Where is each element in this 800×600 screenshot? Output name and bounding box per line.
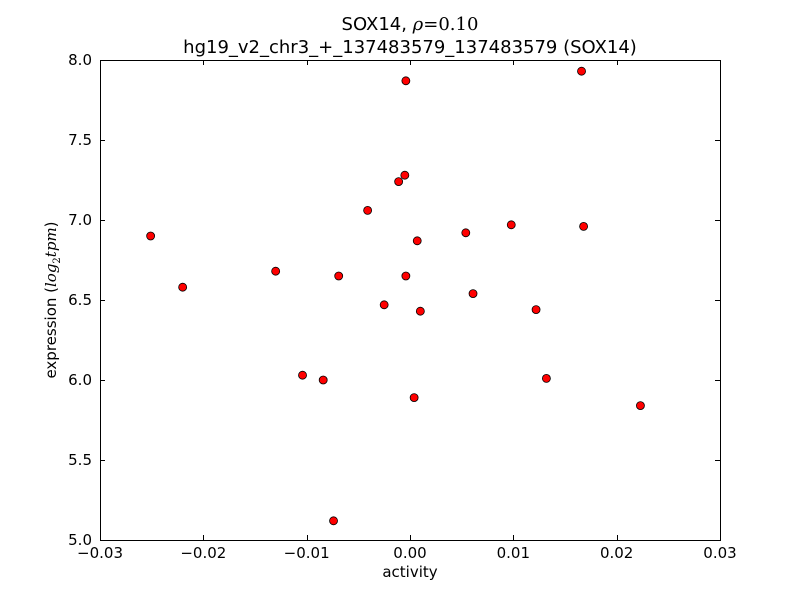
chart-title-rho-symbol: ρ xyxy=(412,14,424,35)
data-point-2 xyxy=(271,266,281,276)
x-tick-label: 0.00 xyxy=(393,544,426,562)
data-point-17 xyxy=(468,289,478,299)
x-tick-label: −0.03 xyxy=(77,544,123,562)
data-point-20 xyxy=(542,373,551,383)
data-point-14 xyxy=(412,236,422,246)
y-axis-label-text: expression ( xyxy=(42,287,60,379)
x-tick-label: 0.01 xyxy=(497,544,530,562)
data-point-12 xyxy=(401,271,411,281)
plot-background xyxy=(100,60,720,540)
data-point-23 xyxy=(636,401,645,411)
data-point-8 xyxy=(379,300,389,310)
y-tick-label: 7.0 xyxy=(68,211,92,229)
chart-title-rho-value: =0.10 xyxy=(423,14,478,35)
data-point-4 xyxy=(318,375,328,385)
y-tick-label: 7.5 xyxy=(68,131,92,149)
plot-frame xyxy=(100,60,721,541)
y-tick-label: 6.0 xyxy=(68,371,92,389)
x-tick-label: −0.02 xyxy=(180,544,226,562)
data-point-5 xyxy=(329,516,338,526)
x-axis-label: activity xyxy=(382,563,437,581)
y-axis-label-log: log xyxy=(42,264,60,287)
data-point-11 xyxy=(401,76,411,86)
y-tick-label: 5.0 xyxy=(68,531,92,549)
data-point-6 xyxy=(334,271,344,281)
y-axis-label-tpm: tpm xyxy=(42,227,60,257)
data-point-9 xyxy=(394,177,404,187)
x-tick-labels: −0.03 −0.02 −0.01 0.00 0.01 0.02 0.03 xyxy=(77,544,737,562)
y-tick-label: 8.0 xyxy=(68,51,92,69)
y-axis-label-close: ) xyxy=(42,221,60,227)
x-tick-label: −0.01 xyxy=(284,544,330,562)
y-tick-label: 5.5 xyxy=(68,451,92,469)
x-tick-label: 0.03 xyxy=(703,544,736,562)
y-axis-label: expression (log2tpm) xyxy=(42,221,63,378)
y-tick-labels: 5.0 5.5 6.0 6.5 7.0 7.5 8.0 xyxy=(68,51,92,549)
data-point-13 xyxy=(409,393,419,403)
data-point-21 xyxy=(577,66,586,76)
chart-title-gene: SOX14, xyxy=(342,14,413,35)
data-point-15 xyxy=(415,306,425,316)
chart-subtitle: hg19_v2_chr3_+_137483579_137483579 (SOX1… xyxy=(183,37,637,58)
data-point-7 xyxy=(363,205,373,215)
plot-area xyxy=(100,60,721,541)
chart-title: SOX14, ρ=0.10 xyxy=(342,14,479,35)
data-point-1 xyxy=(178,282,188,292)
data-point-22 xyxy=(579,221,588,231)
x-tick-label: 0.02 xyxy=(600,544,633,562)
data-point-3 xyxy=(298,370,307,380)
data-point-16 xyxy=(461,228,471,238)
y-tick-label: 6.5 xyxy=(68,291,92,309)
y-axis-label-sub: 2 xyxy=(52,257,63,263)
points-layer xyxy=(146,66,645,526)
data-point-18 xyxy=(506,220,516,230)
data-point-0 xyxy=(146,231,156,241)
data-point-10 xyxy=(400,170,410,180)
data-point-19 xyxy=(531,305,541,315)
